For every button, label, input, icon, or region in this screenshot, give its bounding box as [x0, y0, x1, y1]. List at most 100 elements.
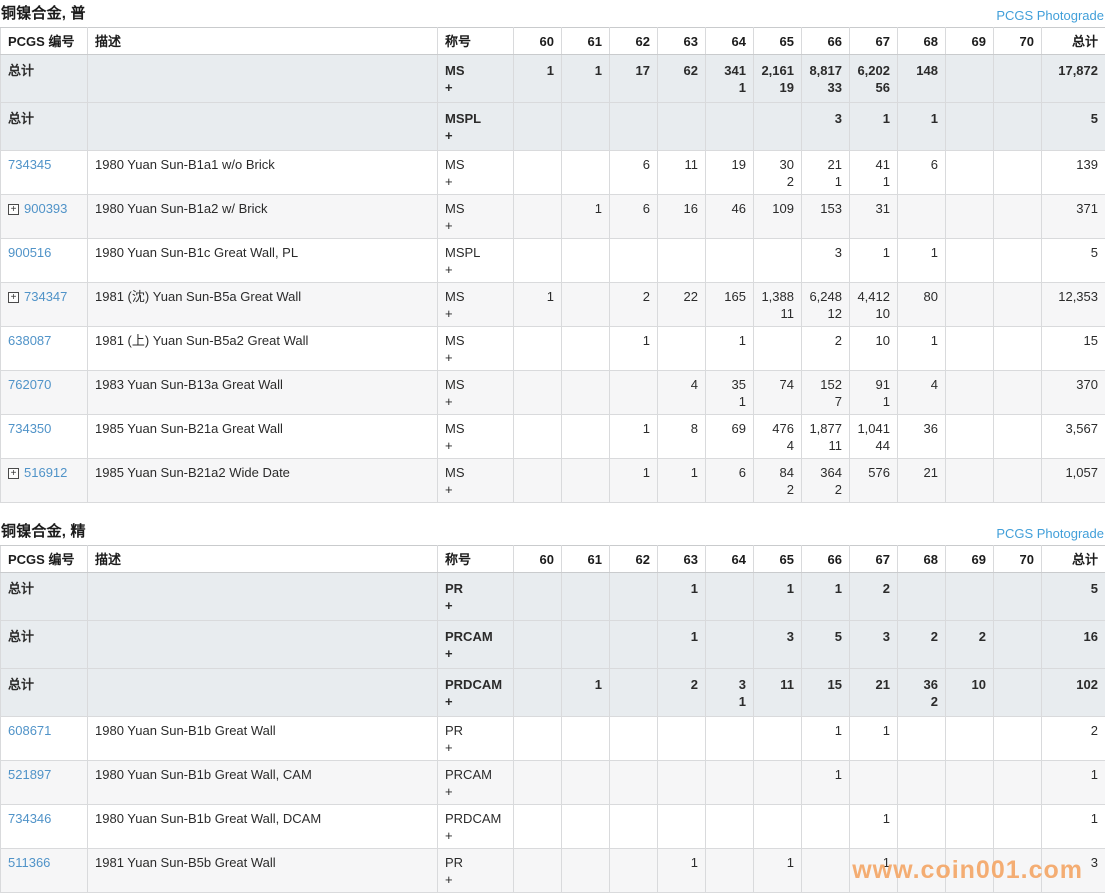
cell-line-1 [95, 110, 430, 127]
grade-cell [610, 239, 658, 283]
cell-line-1: 1,057 [1049, 464, 1098, 481]
cell-line-1: 370 [1049, 376, 1098, 393]
grade-cell [706, 621, 754, 669]
cell-line-1: 2,161 [761, 62, 794, 79]
cell-line-1: 1981 (上) Yuan Sun-B5a2 Great Wall [95, 332, 430, 349]
description-cell: 1980 Yuan Sun-B1c Great Wall, PL [88, 239, 438, 283]
pcgs-number-link[interactable]: 762070 [8, 377, 51, 392]
cell-line-2 [809, 645, 842, 662]
cell-line-1 [1001, 244, 1034, 261]
pcgs-number-link[interactable]: 511366 [8, 855, 50, 870]
cell-line-1: 3,567 [1049, 420, 1098, 437]
cell-line-1 [953, 156, 986, 173]
cell-line-2 [1001, 597, 1034, 614]
cell-line-1 [521, 376, 554, 393]
grade-cell: 11 [754, 669, 802, 717]
grade-cell [658, 805, 706, 849]
cell-line-2 [809, 827, 842, 844]
grade-cell: 109 [754, 195, 802, 239]
cell-line-1 [953, 244, 986, 261]
cell-line-1: 15 [809, 676, 842, 693]
total-cell: 371 [1042, 195, 1105, 239]
expand-icon[interactable] [8, 204, 19, 215]
cell-line-2 [761, 393, 794, 410]
pcgs-number-link[interactable]: 900393 [24, 201, 67, 216]
grade-cell: 2 [610, 283, 658, 327]
cell-line-2 [809, 349, 842, 366]
cell-line-2 [1001, 739, 1034, 756]
pcgs-number-link[interactable]: 734345 [8, 157, 51, 172]
grade-cell: 4 [898, 371, 946, 415]
grade-cell [946, 195, 994, 239]
cell-line-1 [1001, 288, 1034, 305]
designation-cell: MS+ [438, 415, 514, 459]
pcgs-number-link[interactable]: 516912 [24, 465, 67, 480]
grade-cell: 1 [754, 573, 802, 621]
cell-line-2 [809, 871, 842, 888]
expand-icon[interactable] [8, 292, 19, 303]
expand-icon[interactable] [8, 468, 19, 479]
cell-line-2 [857, 597, 890, 614]
cell-line-2 [1049, 393, 1098, 410]
pcgs-number-link[interactable]: 734346 [8, 811, 51, 826]
pcgs-number-link[interactable]: 734347 [24, 289, 67, 304]
grade-cell [946, 327, 994, 371]
grade-cell [562, 239, 610, 283]
cell-line-1: 11 [761, 676, 794, 693]
cell-line-2 [905, 79, 938, 96]
cell-line-1: 12,353 [1049, 288, 1098, 305]
grade-cell: 74 [754, 371, 802, 415]
cell-line-1: 6,248 [809, 288, 842, 305]
pcgs-number-link[interactable]: 608671 [8, 723, 51, 738]
cell-line-1 [569, 810, 602, 827]
pcgs-number-link[interactable]: 734350 [8, 421, 51, 436]
pcgs-line: 521897 [8, 766, 80, 783]
cell-line-1: 16 [1049, 628, 1098, 645]
grade-cell: 1 [850, 239, 898, 283]
cell-line-1 [617, 376, 650, 393]
cell-line-2 [809, 597, 842, 614]
grade-cell [994, 371, 1042, 415]
cell-line-2 [521, 437, 554, 454]
cell-line-1 [569, 464, 602, 481]
grade-cell: 1 [802, 761, 850, 805]
cell-line-2 [665, 783, 698, 800]
photograde-link[interactable]: PCGS Photograde [996, 526, 1104, 541]
total-cell: 1,057 [1042, 459, 1105, 503]
cell-line-1: 153 [809, 200, 842, 217]
table-row: 900393 1980 Yuan Sun-B1a2 w/ Brick MS+ 1… [1, 195, 1105, 239]
pcgs-line: 900516 [8, 244, 80, 261]
pcgs-line: 900393 [8, 200, 80, 217]
pcgs-number-link[interactable]: 900516 [8, 245, 51, 260]
grade-cell: 2 [898, 621, 946, 669]
grade-column-header: 67 [850, 28, 898, 55]
designation-cell: MSPL+ [438, 103, 514, 151]
section-title: 铜镍合金, 精 [1, 520, 86, 541]
pcgs-number-link[interactable]: 638087 [8, 333, 51, 348]
cell-line-1: 1980 Yuan Sun-B1b Great Wall, DCAM [95, 810, 430, 827]
cell-line-1 [617, 766, 650, 783]
grade-cell [562, 415, 610, 459]
cell-line-1 [761, 810, 794, 827]
cell-line-2 [905, 739, 938, 756]
cell-line-1 [1001, 766, 1034, 783]
cell-line-2: 1 [857, 173, 890, 190]
grade-cell [514, 459, 562, 503]
cell-line-1: 3 [857, 628, 890, 645]
grade-cell: 10 [946, 669, 994, 717]
cell-line-2 [857, 827, 890, 844]
cell-line-2: + [445, 437, 506, 454]
grade-cell: 1 [658, 621, 706, 669]
pcgs-number-link[interactable]: 521897 [8, 767, 51, 782]
cell-line-2 [8, 645, 80, 662]
cell-line-2: 12 [809, 305, 842, 322]
cell-line-2 [713, 261, 746, 278]
photograde-link[interactable]: PCGS Photograde [996, 8, 1104, 23]
grade-cell [994, 805, 1042, 849]
cell-line-2 [1001, 261, 1034, 278]
cell-line-2 [569, 783, 602, 800]
cell-line-1: 2 [665, 676, 698, 693]
